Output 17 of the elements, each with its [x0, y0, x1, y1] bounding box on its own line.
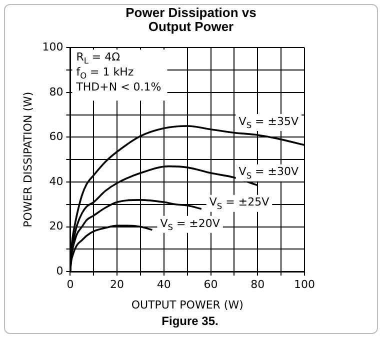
x-tick-label: 40: [156, 278, 171, 292]
y-tick-label: 60: [49, 130, 64, 144]
y-tick-label: 40: [49, 174, 64, 188]
x-tick-label: 60: [204, 278, 218, 292]
x-tick-label: 0: [66, 278, 74, 292]
annotation: THD+N < 0.1%: [75, 80, 162, 94]
x-tick-label: 20: [110, 278, 124, 292]
x-axis-title: OUTPUT POWER (W): [131, 298, 244, 312]
caption: Figure 35.: [160, 314, 220, 328]
y-tick-label: 20: [49, 220, 64, 233]
chart-title: Power Dissipation vs Output Power: [124, 5, 258, 34]
y-tick-label: 0: [56, 264, 64, 278]
y-tick-label: 100: [42, 40, 64, 54]
y-tick-label: 80: [49, 85, 64, 98]
y-axis-title: POWER DISSIPATION (W): [21, 92, 34, 228]
x-tick-label: 100: [294, 278, 315, 292]
x-tick-label: 80: [250, 278, 265, 292]
